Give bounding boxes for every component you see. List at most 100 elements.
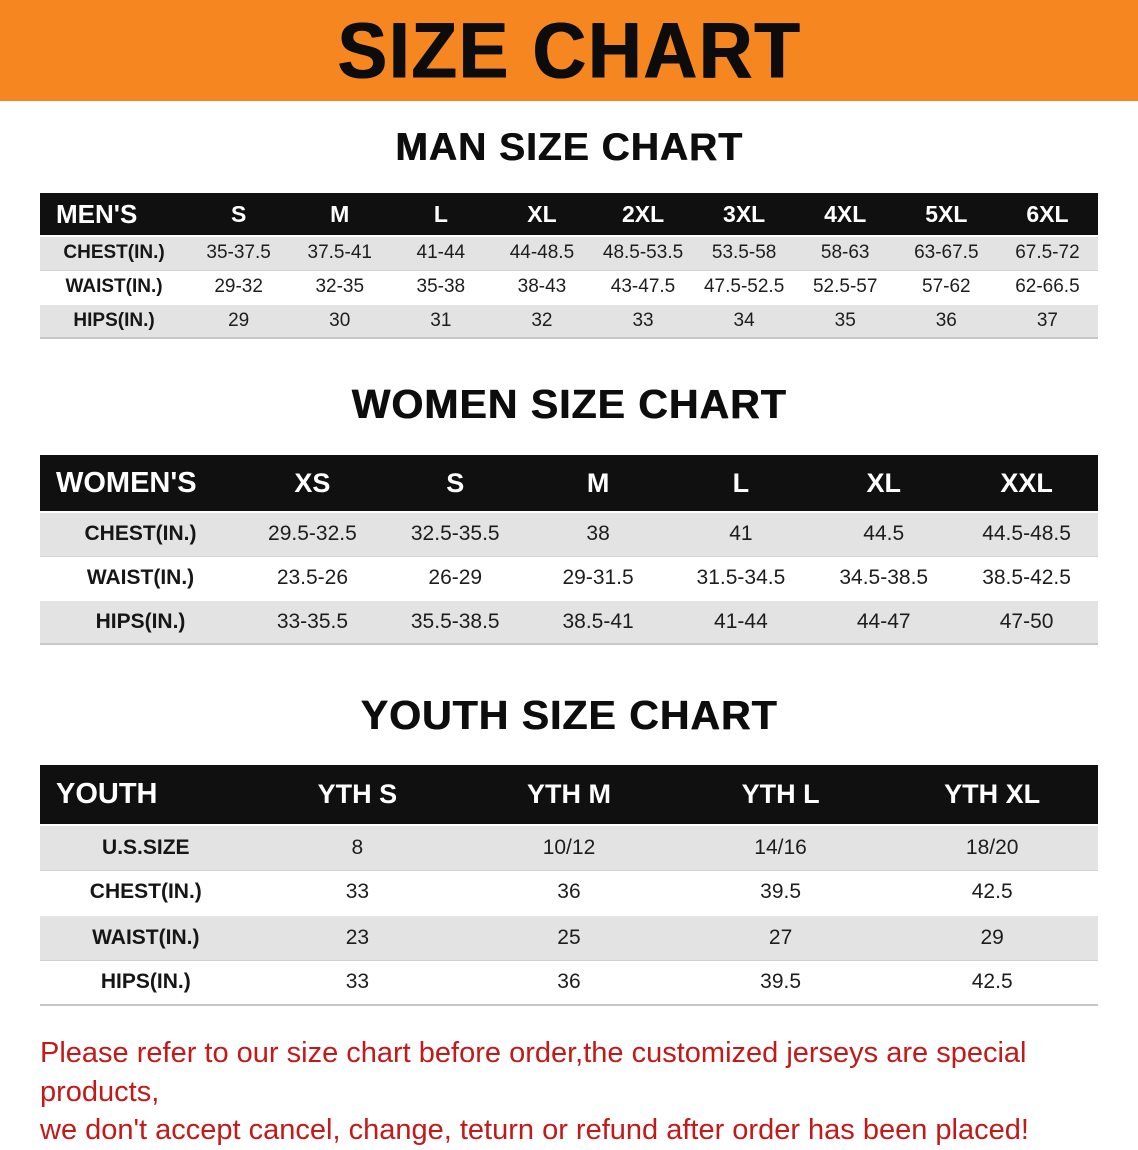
size-value-cell: 44.5-48.5: [982, 522, 1071, 546]
size-value-cell: 31: [430, 310, 452, 331]
measurement-row: WAIST(IN.) 29-32 32-35 35-38 38-43 43-47.5 47.…: [40, 270, 1098, 304]
size-value-cell: 36: [935, 310, 957, 331]
row-label: CHEST(IN.): [63, 242, 165, 264]
size-value-cell: 25: [557, 925, 581, 949]
disclaimer: Please refer to our size chart before or…: [40, 1034, 1098, 1150]
size-value-cell: 30: [329, 310, 351, 331]
size-value-cell: 44-48.5: [509, 242, 575, 264]
size-value-cell: 67.5-72: [1015, 242, 1080, 264]
size-value-cell: 38: [586, 522, 610, 546]
size-column-header: L: [669, 455, 813, 512]
size-value-cell: 23.5-26: [276, 565, 349, 589]
size-column-header: S: [383, 455, 527, 512]
size-value-cell: 36: [557, 880, 581, 904]
size-value-cell: 42.5: [971, 970, 1013, 994]
size-value-cell: 38.5-41: [562, 610, 634, 633]
size-value-cell: 57-62: [922, 275, 971, 297]
row-label: WAIST(IN.): [86, 565, 195, 589]
measurement-row: HIPS(IN.) 33-35.5 35.5-38.5 38.5-41 41-44 44-…: [40, 600, 1098, 644]
size-value-cell: 32.5-35.5: [410, 522, 500, 546]
row-label: WAIST(IN.): [65, 275, 163, 297]
size-value-cell: 32-35: [315, 275, 365, 297]
size-value-cell: 43-47.5: [610, 275, 676, 297]
size-value-cell: 33: [345, 880, 370, 904]
row-label: HIPS(IN.): [95, 610, 186, 633]
banner: SIZE CHART: [0, 0, 1138, 101]
size-value-cell: 47.5-52.5: [703, 275, 785, 297]
size-value-cell: 38-43: [517, 275, 567, 297]
size-value-cell: 62-66.5: [1015, 275, 1080, 297]
size-value-cell: 44.5: [863, 522, 905, 546]
row-label: WAIST(IN.): [92, 925, 200, 949]
size-value-cell: 29: [980, 925, 1004, 949]
youth-section-heading: YOUTH SIZE CHART: [360, 692, 778, 738]
size-value-cell: 10/12: [542, 835, 596, 859]
size-value-cell: 44-47: [856, 610, 911, 633]
size-value-cell: 34.5-38.5: [839, 565, 929, 589]
measurement-row: CHEST(IN.) 35-37.5 37.5-41 41-44 44-48.5 48.5…: [40, 236, 1098, 270]
size-value-cell: 33-35.5: [276, 610, 349, 633]
size-value-cell: 47-50: [999, 610, 1054, 633]
size-value-cell: 33: [345, 970, 370, 994]
mens-size-table: MEN'S S M L XL 2XL 3XL 4XL 5XL 6XL CHEST(IN.) 35-37…: [40, 193, 1098, 339]
size-column-header: 3XL: [693, 193, 795, 236]
page-title: SIZE CHART: [337, 6, 801, 95]
size-value-cell: 41: [729, 522, 753, 546]
size-value-cell: 53.5-58: [711, 242, 777, 264]
size-value-cell: 32: [531, 310, 553, 331]
size-value-cell: 41-44: [416, 242, 466, 264]
size-column-header: YTH S: [251, 765, 464, 825]
size-value-cell: 63-67.5: [914, 242, 979, 264]
size-column-header: XXL: [955, 455, 1098, 512]
disclaimer-line-1: Please refer to our size chart before or…: [40, 1037, 1027, 1108]
measurement-row: HIPS(IN.) 33 36 39.5 42.5: [40, 960, 1098, 1005]
measurement-row: HIPS(IN.) 29 30 31 32 33 34 35 36 37: [40, 304, 1098, 338]
size-value-cell: 18/20: [965, 835, 1019, 859]
size-column-header: YTH XL: [886, 765, 1098, 825]
size-value-cell: 8: [351, 835, 364, 859]
size-value-cell: 39.5: [760, 880, 802, 904]
size-value-cell: 52.5-57: [812, 275, 878, 297]
size-value-cell: 23: [345, 925, 370, 949]
size-value-cell: 26-29: [428, 565, 483, 589]
mens-header-row: MEN'S S M L XL 2XL 3XL 4XL 5XL 6XL: [40, 193, 1098, 236]
measurement-row: U.S.SIZE 8 10/12 14/16 18/20: [40, 825, 1098, 870]
size-value-cell: 58-63: [820, 242, 870, 264]
size-column-header: 2XL: [592, 193, 694, 236]
size-value-cell: 35-38: [416, 275, 466, 297]
womens-section-heading: WOMEN SIZE CHART: [351, 381, 787, 427]
mens-section-heading: MAN SIZE CHART: [395, 126, 743, 169]
size-column-header: M: [526, 455, 670, 512]
size-value-cell: 37.5-41: [307, 242, 372, 264]
size-column-header: XL: [491, 193, 593, 236]
size-column-header: YTH M: [463, 765, 675, 825]
youth-table-title: YOUTH: [40, 765, 252, 825]
size-value-cell: 36: [557, 970, 581, 994]
size-column-header: 6XL: [996, 193, 1098, 236]
size-column-header: YTH L: [674, 765, 887, 825]
row-label: HIPS(IN.): [73, 310, 155, 331]
youth-section: YOUTH SIZE CHART YOUTH YTH S YTH M YTH L YTH…: [0, 692, 1138, 1006]
disclaimer-line-2: we don't accept cancel, change, teturn o…: [40, 1114, 1029, 1147]
size-value-cell: 29: [228, 310, 250, 331]
size-column-header: XS: [241, 455, 384, 512]
size-value-cell: 38.5-42.5: [982, 565, 1071, 589]
womens-table-title: WOMEN'S: [40, 455, 242, 512]
size-value-cell: 34: [733, 310, 755, 331]
size-value-cell: 35: [834, 310, 856, 331]
size-value-cell: 37: [1036, 310, 1058, 331]
size-value-cell: 29-31.5: [562, 565, 634, 589]
size-value-cell: 39.5: [760, 970, 802, 994]
womens-header-row: WOMEN'S XS S M L XL XXL: [40, 455, 1098, 512]
row-label: CHEST(IN.): [89, 880, 202, 904]
size-value-cell: 35-37.5: [206, 242, 271, 264]
size-column-header: M: [289, 193, 391, 236]
measurement-row: CHEST(IN.) 33 36 39.5 42.5: [40, 870, 1098, 915]
mens-section: MAN SIZE CHART MEN'S S M L XL 2XL 3XL 4XL 5XL 6XL…: [0, 126, 1138, 339]
size-value-cell: 41-44: [714, 610, 768, 633]
size-column-header: 5XL: [895, 193, 997, 236]
size-column-header: 4XL: [794, 193, 896, 236]
measurement-row: CHEST(IN.) 29.5-32.5 32.5-35.5 38 41 44.5 44.5…: [40, 512, 1098, 556]
mens-table-title: MEN'S: [40, 193, 189, 236]
